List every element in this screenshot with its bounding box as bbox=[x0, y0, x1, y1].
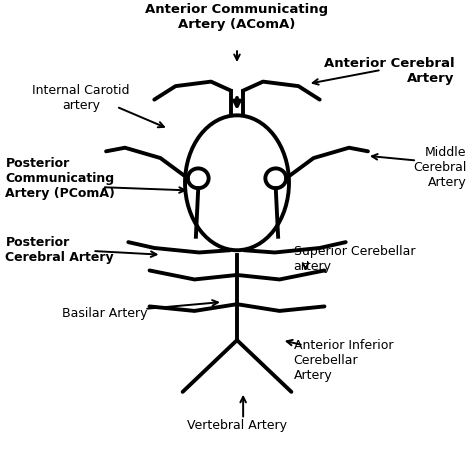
Text: Anterior Communicating
Artery (AComA): Anterior Communicating Artery (AComA) bbox=[146, 3, 328, 31]
Text: Internal Carotid
artery: Internal Carotid artery bbox=[32, 84, 130, 112]
Text: Anterior Inferior
Cerebellar
Artery: Anterior Inferior Cerebellar Artery bbox=[294, 339, 393, 382]
Text: Vertebral Artery: Vertebral Artery bbox=[187, 419, 287, 433]
Text: Posterior
Communicating
Artery (PComA): Posterior Communicating Artery (PComA) bbox=[5, 157, 115, 200]
Text: Posterior
Cerebral Artery: Posterior Cerebral Artery bbox=[5, 236, 114, 264]
Text: Superior Cerebellar
artery: Superior Cerebellar artery bbox=[294, 245, 415, 273]
Text: Middle
Cerebral
Artery: Middle Cerebral Artery bbox=[413, 146, 466, 189]
Text: Anterior Cerebral
Artery: Anterior Cerebral Artery bbox=[324, 57, 455, 85]
Text: Basilar Artery: Basilar Artery bbox=[62, 307, 147, 320]
